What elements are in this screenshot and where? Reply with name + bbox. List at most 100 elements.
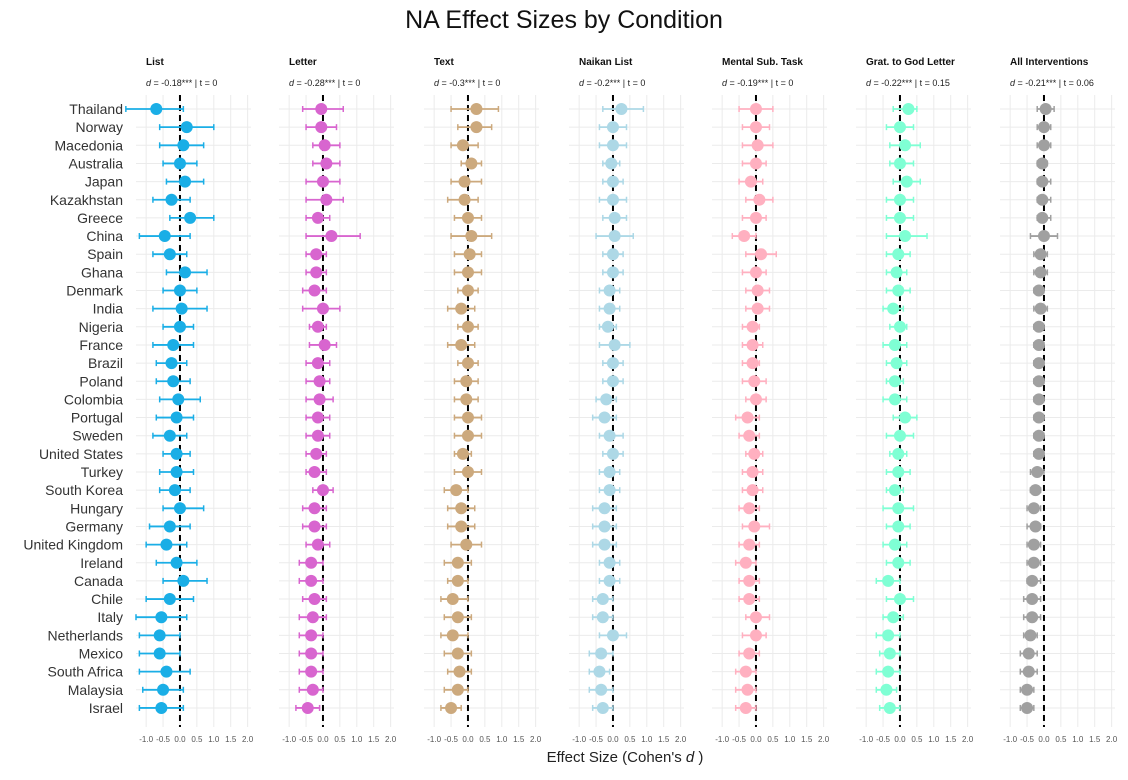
data-point xyxy=(313,393,326,406)
y-tick-label: United States xyxy=(39,446,123,462)
x-tick-label: -1.0 xyxy=(1003,735,1017,744)
data-point xyxy=(598,538,611,551)
data-point xyxy=(606,193,619,206)
y-tick-label: Germany xyxy=(65,518,123,534)
data-point xyxy=(1034,266,1047,279)
data-point xyxy=(743,593,756,606)
panel-title: Mental Sub. Task xyxy=(722,57,803,68)
y-tick-label: Denmark xyxy=(66,283,124,299)
data-point xyxy=(739,701,752,714)
data-point xyxy=(1031,466,1044,478)
data-point xyxy=(749,611,762,624)
data-point xyxy=(1034,248,1047,261)
x-tick-label: 2.0 xyxy=(530,735,542,744)
data-point xyxy=(163,429,176,442)
y-tick-label: France xyxy=(79,337,123,353)
x-tick-label: 0.5 xyxy=(1055,735,1067,744)
data-point xyxy=(751,284,764,297)
data-point xyxy=(890,266,903,279)
x-tick-label: 1.0 xyxy=(351,735,363,744)
y-tick-label: South Africa xyxy=(48,664,124,680)
data-point xyxy=(310,447,323,460)
x-tick-label: 1.5 xyxy=(225,735,237,744)
data-point xyxy=(753,193,766,206)
data-point xyxy=(746,466,759,478)
x-tick-label: -0.5 xyxy=(1020,735,1034,744)
data-point xyxy=(892,466,905,478)
data-point xyxy=(451,647,464,660)
y-tick-label: China xyxy=(86,228,123,244)
data-point xyxy=(184,211,197,224)
y-tick-label: South Korea xyxy=(45,482,123,498)
data-point xyxy=(1032,320,1045,333)
data-point xyxy=(170,411,183,424)
data-point xyxy=(170,556,183,569)
data-point xyxy=(880,683,893,696)
data-point xyxy=(902,103,915,115)
panel-stat-label: d = -0.28*** | t = 0 xyxy=(289,78,360,88)
data-point xyxy=(311,211,324,224)
data-point xyxy=(461,284,474,297)
x-tick-label: 2.0 xyxy=(385,735,397,744)
panel-title: Text xyxy=(434,57,454,68)
data-point xyxy=(316,175,329,188)
data-point xyxy=(746,484,759,497)
data-point xyxy=(461,466,474,478)
data-point xyxy=(741,411,754,424)
x-tick-label: 0.0 xyxy=(317,735,329,744)
data-point xyxy=(160,538,173,551)
data-point xyxy=(153,629,166,642)
data-point xyxy=(1027,556,1040,569)
x-axis-title-suffix: ) xyxy=(694,749,704,766)
data-point xyxy=(893,193,906,206)
data-point xyxy=(883,701,896,714)
x-tick-label: -1.0 xyxy=(282,735,296,744)
data-point xyxy=(606,629,619,642)
data-point xyxy=(465,230,478,243)
data-point xyxy=(1032,411,1045,424)
data-point xyxy=(301,701,314,714)
data-point xyxy=(165,357,178,370)
x-tick-label: 0.5 xyxy=(624,735,636,744)
data-point xyxy=(1021,683,1034,696)
y-tick-label: Macedonia xyxy=(55,137,124,153)
data-point xyxy=(1032,393,1045,406)
data-point xyxy=(601,320,614,333)
data-point xyxy=(445,701,458,714)
panel-title: Naikan List xyxy=(579,57,633,68)
data-point xyxy=(606,375,619,388)
data-point xyxy=(892,556,905,569)
data-point xyxy=(893,121,906,134)
data-point xyxy=(1026,574,1039,587)
data-point xyxy=(606,121,619,134)
data-point xyxy=(458,175,471,188)
x-tick-label: -1.0 xyxy=(572,735,586,744)
data-point xyxy=(1026,593,1039,606)
data-point xyxy=(882,629,895,642)
data-point xyxy=(173,502,186,515)
data-point xyxy=(888,484,901,497)
x-tick-label: 1.5 xyxy=(1089,735,1101,744)
y-tick-label: Greece xyxy=(77,210,123,226)
panel-title: Letter xyxy=(289,57,317,68)
data-point xyxy=(450,484,463,497)
data-point xyxy=(308,593,321,606)
data-point xyxy=(596,611,609,624)
data-point xyxy=(155,611,168,624)
y-tick-label: Nigeria xyxy=(79,319,124,335)
x-tick-label: -1.0 xyxy=(715,735,729,744)
data-point xyxy=(890,357,903,370)
data-point xyxy=(305,665,318,678)
data-point xyxy=(313,375,326,388)
x-tick-label: 1.0 xyxy=(641,735,653,744)
data-point xyxy=(739,665,752,678)
y-tick-label: India xyxy=(93,301,124,317)
panel-stat-label: d = -0.21*** | t = 0.06 xyxy=(1010,78,1094,88)
data-point xyxy=(751,302,764,315)
data-point xyxy=(893,320,906,333)
data-point xyxy=(1036,193,1049,206)
data-point xyxy=(888,375,901,388)
x-tick-label: 1.0 xyxy=(1072,735,1084,744)
x-tick-label: 1.5 xyxy=(368,735,380,744)
data-point xyxy=(465,157,478,170)
